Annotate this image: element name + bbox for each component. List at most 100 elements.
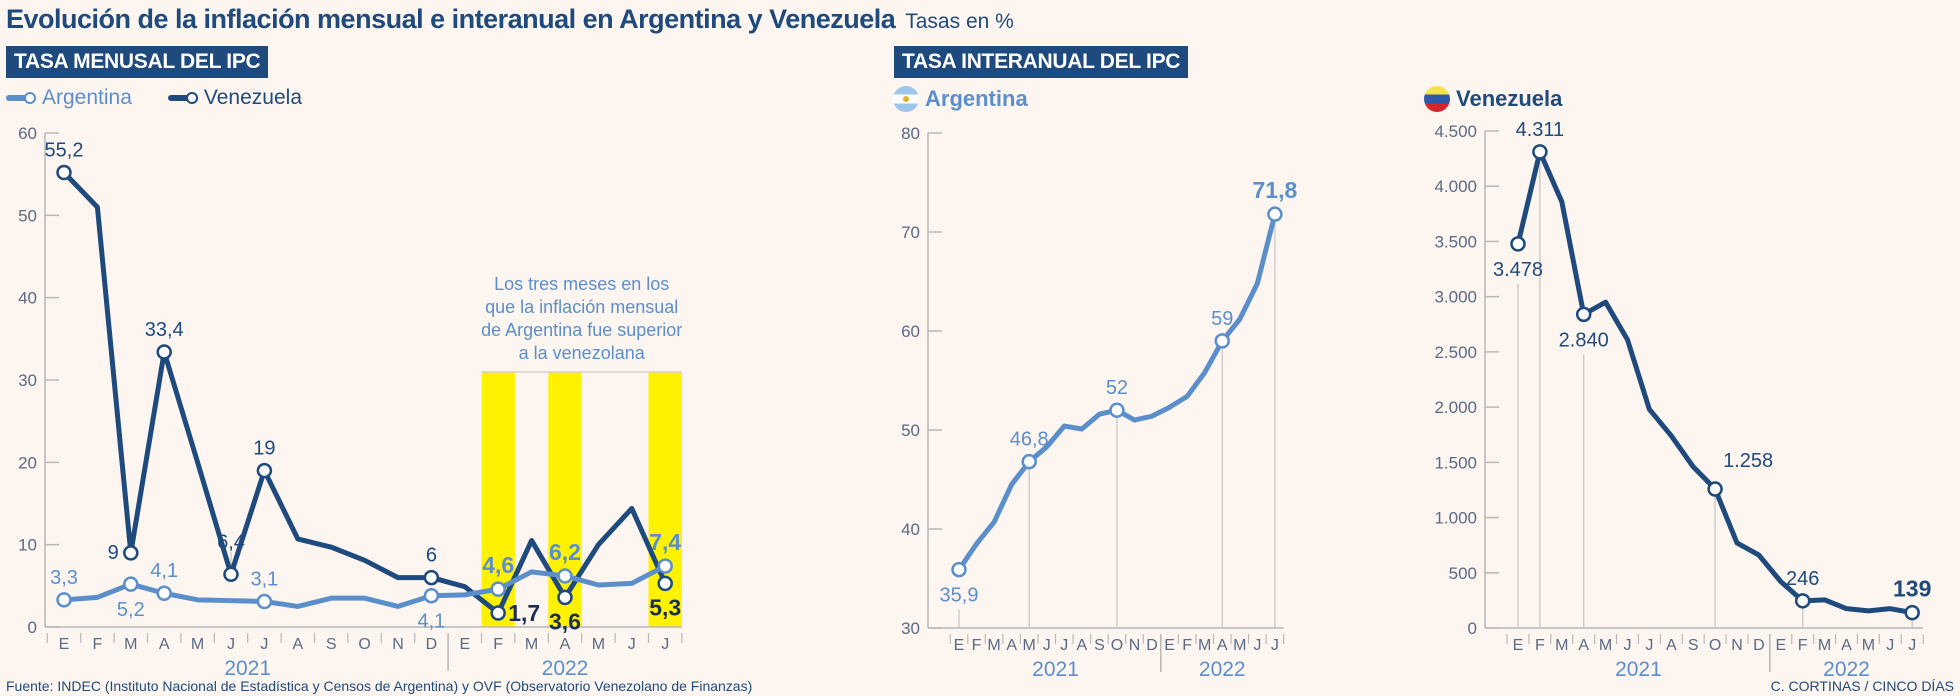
point-marker-argentina <box>1021 453 1037 470</box>
x-month-label: A <box>1006 637 1017 654</box>
x-month-label: M <box>124 636 137 653</box>
x-year-label: 2022 <box>1199 658 1246 681</box>
y-tick-label: 30 <box>901 619 920 638</box>
section-yearly-badge: TASA INTERANUAL DEL IPC <box>894 46 1189 78</box>
point-marker-argentina <box>123 576 139 592</box>
y-tick-label: 4.000 <box>1434 177 1477 196</box>
x-year-label: 2022 <box>1823 658 1870 681</box>
x-month-label: J <box>1271 637 1279 654</box>
x-month-label: M <box>592 636 605 653</box>
point-marker-venezuela <box>1794 593 1811 609</box>
country-label-argentina: Argentina <box>893 86 1028 112</box>
x-month-label: M <box>1023 637 1036 654</box>
point-marker-venezuela <box>256 462 273 479</box>
y-tick-label: 40 <box>901 520 920 539</box>
data-label: 1.258 <box>1723 450 1773 472</box>
point-marker-argentina <box>951 561 967 578</box>
x-month-label: M <box>191 636 204 653</box>
data-label: 4,1 <box>150 560 178 582</box>
y-tick-label: 30 <box>18 371 37 390</box>
x-month-label: J <box>1645 637 1653 654</box>
x-month-label: J <box>628 636 636 653</box>
x-month-label: J <box>1043 637 1051 654</box>
x-month-label: E <box>59 636 70 653</box>
y-tick-label: 40 <box>18 289 37 308</box>
point-marker-argentina <box>256 593 273 610</box>
x-year-label: 2021 <box>1615 658 1662 681</box>
legend: Argentina Venezuela <box>6 86 302 110</box>
data-label: 9 <box>108 542 119 564</box>
data-label: 6,2 <box>549 539 581 565</box>
point-marker-argentina <box>1214 333 1230 349</box>
x-month-label: M <box>1198 637 1211 654</box>
annotation-text: a la venezolana <box>519 343 646 363</box>
x-month-label: F <box>1182 637 1192 654</box>
x-month-label: M <box>1555 637 1568 654</box>
x-month-label: A <box>1217 637 1228 654</box>
y-tick-label: 1.000 <box>1434 509 1477 528</box>
data-label: 139 <box>1893 576 1931 602</box>
x-month-label: J <box>1886 637 1894 654</box>
data-label: 4,6 <box>482 552 514 578</box>
y-tick-label: 500 <box>1449 564 1477 583</box>
data-label: 52 <box>1106 377 1128 399</box>
x-month-label: A <box>1666 637 1677 654</box>
point-marker-venezuela <box>123 545 139 561</box>
data-label: 3,1 <box>250 568 278 590</box>
y-tick-label: 70 <box>901 223 920 242</box>
y-tick-label: 80 <box>901 124 920 143</box>
x-month-label: N <box>1731 637 1743 654</box>
x-month-label: E <box>459 636 470 653</box>
data-label: 33,4 <box>145 319 184 341</box>
point-marker-venezuela <box>156 344 172 360</box>
point-marker-venezuela <box>1707 481 1723 497</box>
point-marker-venezuela <box>423 569 440 586</box>
point-marker-argentina <box>1267 206 1283 222</box>
legend-item-argentina: Argentina <box>6 86 132 110</box>
x-month-label: O <box>1709 637 1721 654</box>
data-label: 3,3 <box>50 567 78 589</box>
x-month-label: E <box>954 637 965 654</box>
data-label: 6,4 <box>217 531 245 553</box>
x-month-label: D <box>426 636 438 653</box>
x-month-label: M <box>1599 637 1612 654</box>
country-label-venezuela-text: Venezuela <box>1456 86 1563 111</box>
point-marker-venezuela <box>56 164 72 181</box>
x-month-label: M <box>525 636 538 653</box>
annotation-text: de Argentina fue superior <box>481 320 682 340</box>
argentina-line-icon <box>6 91 36 105</box>
data-label: 6 <box>426 545 437 567</box>
x-month-label: F <box>493 636 503 653</box>
point-marker-venezuela <box>1904 604 1920 621</box>
chart-title: Evolución de la inflación mensual e inte… <box>6 4 1014 35</box>
data-label: 5,3 <box>649 594 681 620</box>
data-label: 2.840 <box>1559 329 1609 351</box>
country-label-venezuela: Venezuela <box>1424 86 1562 112</box>
point-marker-argentina <box>156 585 172 601</box>
point-marker-venezuela <box>223 566 239 583</box>
x-month-label: O <box>1111 637 1123 654</box>
x-month-label: J <box>1624 637 1632 654</box>
point-marker-venezuela <box>1510 236 1526 252</box>
x-month-label: A <box>159 636 170 653</box>
x-month-label: S <box>326 636 337 653</box>
venezuela-flag-icon <box>1424 86 1450 112</box>
data-label: 7,4 <box>649 529 681 555</box>
title-text: Evolución de la inflación mensual e inte… <box>6 4 896 34</box>
y-tick-label: 3.500 <box>1434 232 1477 251</box>
x-month-label: A <box>1841 637 1852 654</box>
x-month-label: J <box>227 636 235 653</box>
data-label: 1,7 <box>508 600 540 626</box>
data-label: 3,6 <box>549 608 581 634</box>
x-month-label: F <box>1798 637 1808 654</box>
y-tick-label: 50 <box>901 421 920 440</box>
y-tick-label: 1.500 <box>1434 453 1477 472</box>
x-month-label: M <box>1233 637 1246 654</box>
y-tick-label: 10 <box>18 536 37 555</box>
annotation-text: que la inflación mensual <box>485 297 678 317</box>
x-month-label: J <box>1253 637 1261 654</box>
x-month-label: A <box>1578 637 1589 654</box>
point-marker-venezuela <box>1575 306 1592 323</box>
data-label: 46,8 <box>1010 429 1049 451</box>
